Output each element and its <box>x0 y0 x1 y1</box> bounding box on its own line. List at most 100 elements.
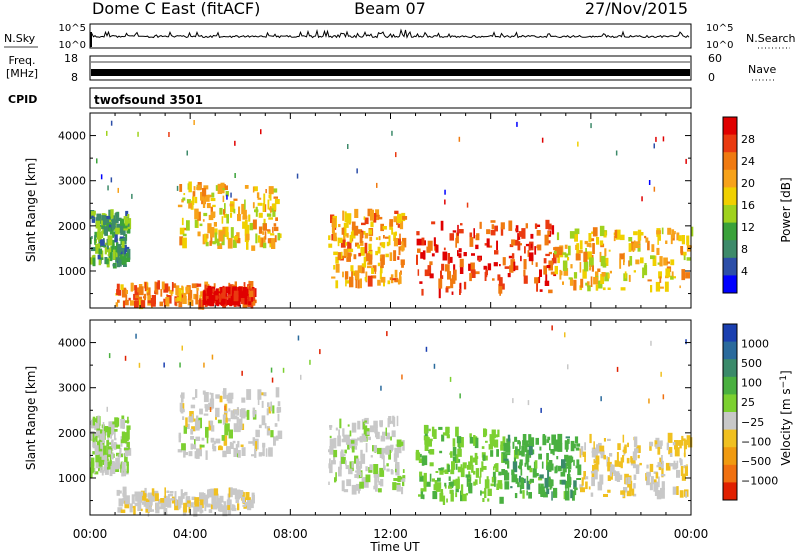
velocity-echo-cell <box>349 430 352 437</box>
freq-label-line2: [MHz] <box>6 67 38 80</box>
power-echo-cell <box>548 251 552 255</box>
power-echo-cell <box>444 199 446 205</box>
velocity-echo-cell <box>392 482 397 491</box>
velocity-echo-cell <box>442 470 446 473</box>
velocity-echo-cell <box>380 385 382 391</box>
velocity-echo-cell <box>94 445 99 455</box>
power-echo-cell <box>260 129 262 135</box>
velocity-echo-cell <box>473 481 476 486</box>
velocity-colorbar-tick-label: −100 <box>741 435 771 448</box>
power-echo-cell <box>237 238 241 244</box>
power-echo-cell <box>420 252 425 259</box>
power-echo-cell <box>548 223 552 230</box>
nsky-label: N.Sky <box>4 32 36 45</box>
velocity-echo-cell <box>396 439 402 447</box>
velocity-echo-cell <box>547 481 552 485</box>
power-echo-cell <box>673 276 676 279</box>
velocity-echo-cell <box>277 430 283 439</box>
power-echo-cell <box>335 256 339 264</box>
velocity-echo-cell <box>329 425 333 428</box>
power-echo-cell <box>640 257 644 264</box>
power-echo-cell <box>633 241 639 249</box>
velocity-echo-cell <box>527 400 530 406</box>
velocity-echo-cell <box>440 489 444 495</box>
velocity-echo-cell <box>588 486 591 490</box>
velocity-echo-cell <box>415 449 420 454</box>
velocity-echo-cell <box>507 441 511 447</box>
velocity-echo-cell <box>246 409 250 420</box>
velocity-echo-cell <box>581 477 584 486</box>
power-echo-cell <box>238 288 241 296</box>
power-echo-cell <box>511 239 516 246</box>
velocity-echo-cell <box>490 483 494 487</box>
power-echo-cell <box>245 300 248 304</box>
velocity-echo-cell <box>636 445 641 453</box>
velocity-echo-cell <box>309 359 311 365</box>
velocity-echo-cell <box>460 464 463 471</box>
power-echo-cell <box>365 253 370 262</box>
power-echo-cell <box>111 219 116 230</box>
power-echo-cell <box>98 221 102 224</box>
velocity-echo-cell <box>116 489 120 496</box>
velocity-echo-cell <box>452 479 458 486</box>
power-echo-cell <box>619 234 625 241</box>
velocity-echo-cell <box>473 470 476 475</box>
velocity-echo-cell <box>660 487 665 499</box>
velocity-echo-cell <box>540 483 544 492</box>
velocity-echo-cell <box>245 492 250 500</box>
power-echo-cell <box>463 252 467 257</box>
velocity-echo-cell <box>209 398 215 409</box>
velocity-echo-cell <box>215 394 220 399</box>
velocity-echo-cell <box>564 490 570 501</box>
power-echo-cell <box>242 221 247 229</box>
power-colorbar-segment <box>723 117 737 136</box>
velocity-echo-cell <box>468 461 471 468</box>
velocity-echo-cell <box>498 471 502 476</box>
power-echo-cell <box>570 264 573 269</box>
velocity-echo-cell <box>494 476 496 487</box>
power-echo-cell <box>398 246 401 256</box>
velocity-echo-cell <box>547 470 550 479</box>
velocity-echo-cell <box>121 469 124 477</box>
power-echo-cell <box>117 243 122 254</box>
velocity-echo-cell <box>195 389 198 398</box>
velocity-echo-cell <box>669 463 673 467</box>
power-echo-cell <box>345 276 347 287</box>
velocity-echo-cell <box>460 484 464 496</box>
velocity-echo-cell <box>377 473 380 483</box>
velocity-echo-cell <box>528 446 533 456</box>
power-echo-cell <box>97 233 100 242</box>
velocity-echo-cell <box>393 417 396 427</box>
velocity-echo-cell <box>163 495 168 502</box>
velocity-echo-cell <box>233 413 236 419</box>
power-echo-cell <box>341 227 346 235</box>
power-echo-cell <box>629 256 633 266</box>
velocity-echo-cell <box>201 437 205 441</box>
velocity-echo-cell <box>373 464 379 475</box>
velocity-echo-cell <box>609 467 612 477</box>
power-colorbar-segment <box>723 152 737 171</box>
power-echo-cell <box>94 231 99 238</box>
velocity-echo-cell <box>648 398 650 404</box>
velocity-echo-cell <box>447 464 450 472</box>
velocity-echo-cell <box>395 465 400 476</box>
velocity-echo-cell <box>402 469 405 473</box>
power-echo-cell <box>536 245 539 249</box>
velocity-echo-cell <box>474 437 479 449</box>
velocity-echo-cell <box>124 447 129 457</box>
power-echo-cell <box>145 286 148 290</box>
power-echo-cell <box>230 212 233 218</box>
velocity-echo-cell <box>345 465 349 470</box>
power-echo-cell <box>613 236 616 242</box>
velocity-echo-cell <box>683 439 687 450</box>
velocity-echo-cell <box>388 449 391 460</box>
power-echo-cell <box>354 270 360 281</box>
velocity-echo-cell <box>195 418 198 424</box>
velocity-echo-cell <box>131 494 135 504</box>
velocity-echo-cell <box>357 420 361 430</box>
power-echo-cell <box>213 283 216 288</box>
power-echo-cell <box>273 196 278 199</box>
power-colorbar-tick-label: 16 <box>741 199 755 212</box>
velocity-echo-cell <box>681 473 686 481</box>
